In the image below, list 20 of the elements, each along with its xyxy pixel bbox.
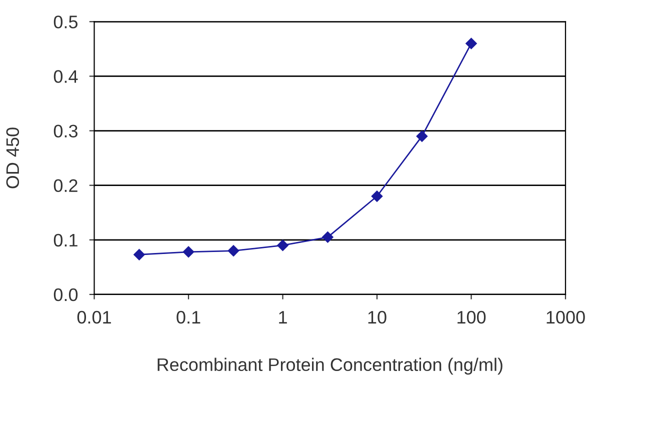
x-tick-label: 10 — [368, 310, 386, 324]
x-tick-label: 0.1 — [176, 310, 200, 324]
x-axis-title: Recombinant Protein Concentration (ng/ml) — [158, 358, 502, 375]
point — [277, 240, 288, 251]
x-tick-label: 1 — [279, 311, 287, 324]
y-axis-title: OD 450 — [6, 128, 20, 188]
x-tick-label: 1000 — [546, 310, 585, 324]
x-tick-label: 0.01 — [77, 310, 111, 324]
y-tick-label: 0.5 — [54, 16, 78, 28]
y-tick-label: 0.1 — [54, 234, 78, 247]
point — [134, 249, 145, 260]
point — [371, 190, 383, 202]
point — [322, 232, 334, 243]
point — [466, 38, 477, 50]
y-tick-label: 0.0 — [54, 288, 78, 302]
x-tick-label: 100 — [458, 310, 486, 324]
y-tick-label: 0.2 — [54, 179, 78, 192]
y-tick-label: 0.4 — [54, 70, 78, 83]
point — [228, 245, 240, 256]
y-tick-label: 0.3 — [54, 124, 78, 138]
